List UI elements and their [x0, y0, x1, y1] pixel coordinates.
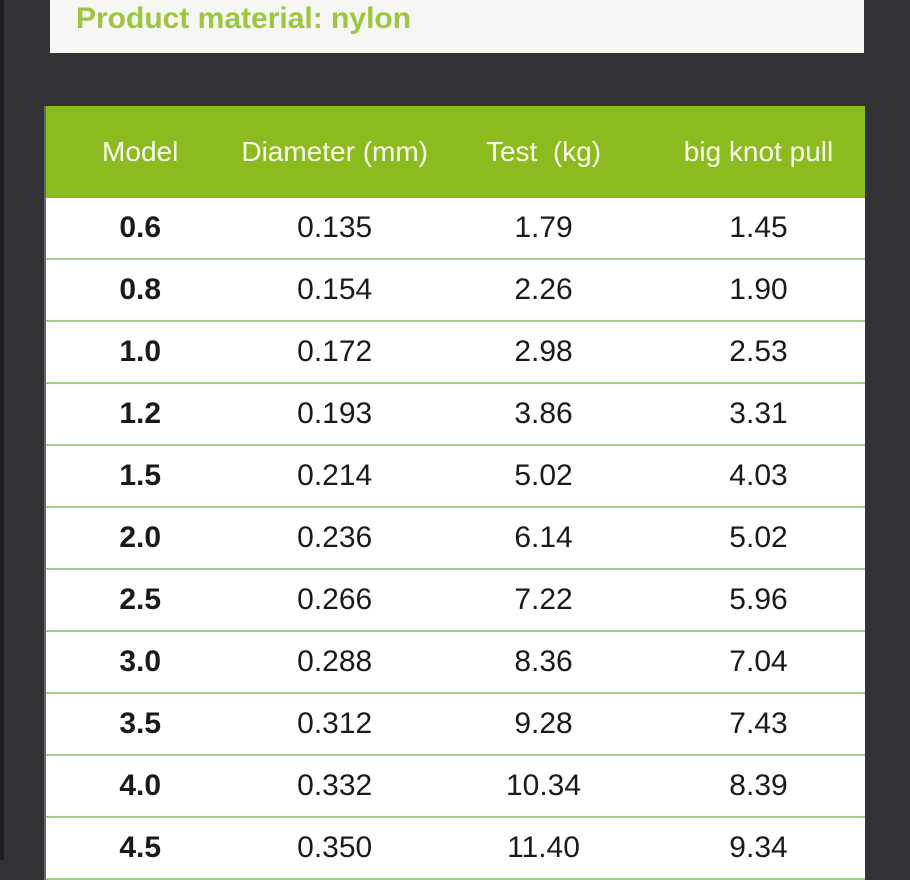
- header-model: Model: [102, 136, 179, 167]
- table-body: 0.6 0.135 1.79 1.45 0.8 0.154 2.26 1.90 1.0 0.172…: [46, 198, 865, 880]
- diameter-cell: 0.172: [297, 335, 373, 368]
- table-row: 0.8 0.154 2.26 1.90: [46, 260, 865, 322]
- table-row: 2.5 0.266 7.22 5.96: [46, 570, 865, 632]
- diameter-cell: 0.332: [297, 769, 373, 802]
- knot-pull-cell: 1.90: [729, 273, 788, 306]
- header-big-knot-pull: big knot pull: [683, 136, 834, 167]
- table-row: 3.5 0.312 9.28 7.43: [46, 694, 865, 756]
- spec-table-header-row: Model Diameter (mm) Test (kg) big knot p…: [46, 106, 865, 198]
- model-cell: 3.5: [119, 707, 162, 740]
- diameter-cell: 0.266: [297, 583, 373, 616]
- test-cell: 11.40: [507, 831, 580, 864]
- diameter-cell: 0.312: [297, 707, 373, 740]
- diameter-cell: 0.350: [297, 831, 373, 864]
- knot-pull-cell: 7.43: [729, 707, 788, 740]
- table-row: 4.5 0.350 11.40 9.34: [46, 818, 865, 880]
- table-row: 1.0 0.172 2.98 2.53: [46, 322, 865, 384]
- model-cell: 1.2: [119, 397, 162, 430]
- test-cell: 8.36: [514, 645, 573, 678]
- test-cell: 5.02: [514, 459, 573, 492]
- model-cell: 1.5: [119, 459, 162, 492]
- diameter-cell: 0.154: [297, 273, 373, 306]
- spec-table: Model Diameter (mm) Test (kg) big knot p…: [46, 106, 865, 880]
- test-cell: 7.22: [514, 583, 573, 616]
- knot-pull-cell: 7.04: [729, 645, 788, 678]
- test-cell: 10.34: [505, 769, 582, 802]
- test-cell: 9.28: [514, 707, 573, 740]
- model-cell: 2.0: [119, 521, 162, 554]
- knot-pull-cell: 2.53: [729, 335, 788, 368]
- product-material-title: Product material: nylon: [76, 2, 412, 35]
- knot-pull-cell: 8.39: [729, 769, 788, 802]
- table-row: 2.0 0.236 6.14 5.02: [46, 508, 865, 570]
- knot-pull-cell: 3.31: [729, 397, 788, 430]
- model-cell: 2.5: [119, 583, 162, 616]
- diameter-cell: 0.135: [297, 211, 373, 244]
- diameter-cell: 0.236: [297, 521, 373, 554]
- product-material-banner: Product material: nylon: [50, 0, 864, 53]
- knot-pull-cell: 5.96: [729, 583, 788, 616]
- model-cell: 0.6: [119, 211, 162, 244]
- test-cell: 2.98: [514, 335, 573, 368]
- model-cell: 1.0: [119, 335, 162, 368]
- knot-pull-cell: 1.45: [729, 211, 788, 244]
- diameter-cell: 0.214: [297, 459, 373, 492]
- header-test-kg: Test (kg): [485, 136, 602, 167]
- test-cell: 1.79: [514, 211, 573, 244]
- knot-pull-cell: 9.34: [729, 831, 788, 864]
- diameter-cell: 0.193: [297, 397, 373, 430]
- table-row: 4.0 0.332 10.34 8.39: [46, 756, 865, 818]
- model-cell: 4.5: [119, 831, 162, 864]
- page-left-edge: [0, 0, 4, 860]
- table-row: 1.5 0.214 5.02 4.03: [46, 446, 865, 508]
- table-row: 1.2 0.193 3.86 3.31: [46, 384, 865, 446]
- model-cell: 0.8: [119, 273, 162, 306]
- table-row: 0.6 0.135 1.79 1.45: [46, 198, 865, 260]
- test-cell: 6.14: [514, 521, 573, 554]
- knot-pull-cell: 5.02: [729, 521, 788, 554]
- test-cell: 3.86: [514, 397, 573, 430]
- test-cell: 2.26: [514, 273, 573, 306]
- table-row: 3.0 0.288 8.36 7.04: [46, 632, 865, 694]
- model-cell: 4.0: [119, 769, 162, 802]
- header-diameter: Diameter (mm): [241, 136, 429, 167]
- knot-pull-cell: 4.03: [729, 459, 788, 492]
- model-cell: 3.0: [119, 645, 162, 678]
- diameter-cell: 0.288: [297, 645, 373, 678]
